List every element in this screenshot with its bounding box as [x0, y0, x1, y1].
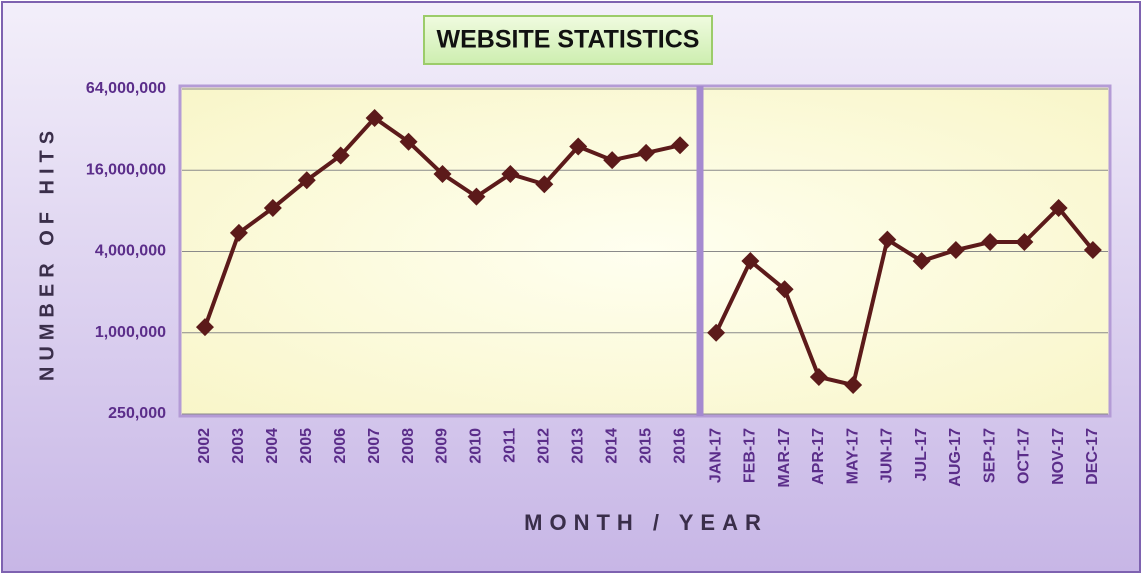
data-point [741, 252, 760, 271]
x-axis-label: MONTH / YEAR [524, 510, 768, 535]
data-point [229, 223, 248, 242]
data-point [844, 376, 863, 395]
x-tick-label: 2009 [434, 428, 451, 464]
data-point [467, 187, 486, 206]
title-box [423, 15, 713, 65]
data-point [569, 137, 588, 156]
x-tick-label: OCT-17 [1016, 428, 1033, 484]
data-point [946, 241, 965, 260]
data-point [1015, 233, 1034, 252]
data-point [603, 151, 622, 170]
x-tick-label: 2005 [298, 428, 315, 464]
chart-title: WEBSITE STATISTICS [437, 26, 700, 54]
data-line [714, 205, 1095, 388]
x-tick-label: APR-17 [810, 428, 827, 485]
x-tick-label: 2002 [196, 428, 213, 464]
x-tick-label: 2014 [603, 428, 620, 464]
x-tick-label: 2012 [536, 428, 553, 464]
y-tick-label: 16,000,000 [86, 161, 166, 178]
data-point [878, 230, 897, 249]
x-tick-label: MAY-17 [844, 428, 861, 484]
y-tick-label: 64,000,000 [86, 80, 166, 97]
x-tick-label: JAN-17 [707, 428, 724, 483]
x-tick-label: SEP-17 [981, 428, 998, 483]
x-tick-label: 2004 [264, 428, 281, 464]
x-tick-label: 2007 [366, 428, 383, 464]
data-point [671, 136, 690, 155]
y-axis-label: NUMBER OF HITS [36, 125, 58, 381]
data-point [707, 323, 726, 342]
x-tick-label: FEB-17 [742, 428, 759, 483]
x-tick-label: 2015 [637, 428, 654, 464]
data-point [399, 132, 418, 151]
x-tick-label: JUL-17 [913, 428, 930, 481]
data-point [433, 165, 452, 184]
x-tick-label: 2013 [569, 428, 586, 464]
data-point [637, 143, 656, 162]
x-tick-label: MAR-17 [776, 428, 793, 488]
y-tick-label: 1,000,000 [95, 324, 166, 341]
x-tick-label: AUG-17 [947, 428, 964, 487]
data-point [1049, 199, 1068, 218]
x-tick-label: DEC-17 [1084, 428, 1101, 485]
x-tick-label: 2016 [671, 428, 688, 464]
x-tick-label: NOV-17 [1050, 428, 1067, 485]
data-point [263, 199, 282, 218]
data-point [535, 175, 554, 194]
x-tick-label: JUN-17 [879, 428, 896, 483]
x-tick-label: 2003 [230, 428, 247, 464]
x-tick-label: 2006 [332, 428, 349, 464]
y-tick-label: 4,000,000 [95, 243, 166, 260]
y-tick-label: 250,000 [108, 405, 166, 422]
data-point [501, 165, 520, 184]
data-point [912, 252, 931, 271]
data-point [297, 171, 316, 190]
x-tick-label: 2011 [502, 428, 519, 463]
data-point [775, 280, 794, 299]
data-point [809, 368, 828, 387]
data-point [1083, 241, 1102, 260]
data-point [365, 109, 384, 128]
data-point [981, 233, 1000, 252]
data-point [195, 318, 214, 337]
x-tick-label: 2008 [400, 428, 417, 464]
data-point [331, 146, 350, 165]
x-tick-label: 2010 [468, 428, 485, 464]
